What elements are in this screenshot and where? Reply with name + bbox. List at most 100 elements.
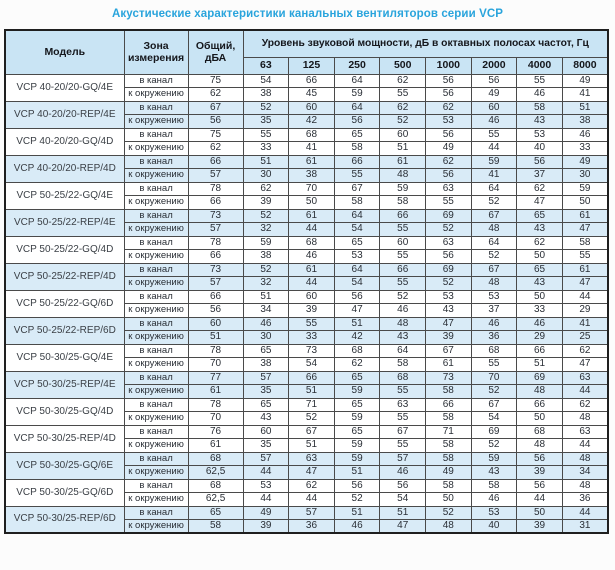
octave-band-cell: 61 — [561, 262, 609, 277]
octave-band-cell: 53 — [333, 249, 381, 264]
octave-band-cell: 34 — [561, 465, 609, 480]
octave-band-cell: 44 — [561, 289, 609, 304]
model-row-ambient: к окружению 66 38 46 53 55 56 52 50 55 — [5, 249, 609, 264]
octave-band-cell: 48 — [379, 168, 427, 183]
octave-band-cell: 51 — [333, 316, 381, 331]
octave-band-cell: 68 — [516, 424, 563, 439]
octave-band-cell: 62 — [561, 397, 609, 412]
zone-ambient-cell: к окружению — [123, 87, 189, 102]
model-name-cell: VCP 50-25/22-REP/4D — [4, 262, 125, 291]
octave-band-cell: 33 — [516, 303, 563, 318]
octave-band-cell: 68 — [379, 370, 427, 385]
model-name-cell: VCP 50-30/25-GQ/6E — [4, 451, 125, 480]
octave-band-cell: 47 — [379, 519, 427, 534]
zone-ambient-cell: к окружению — [123, 411, 189, 426]
octave-band-cell: 58 — [425, 478, 472, 493]
total-dba-cell: 62,5 — [187, 465, 244, 480]
octave-band-cell: 69 — [470, 424, 518, 439]
octave-band-cell: 62 — [425, 154, 472, 169]
octave-band-cell: 33 — [561, 141, 609, 156]
octave-band-cell: 55 — [516, 73, 563, 88]
octave-band-cell: 61 — [288, 262, 335, 277]
header-total-dba: Общий, дБА — [187, 29, 244, 75]
zone-duct-cell: в канал — [123, 505, 189, 520]
octave-band-cell: 48 — [516, 438, 563, 453]
octave-band-cell: 55 — [379, 222, 427, 237]
model-row-ambient: к окружению 70 43 52 59 55 58 54 50 48 — [5, 411, 609, 426]
octave-band-cell: 44 — [561, 505, 609, 520]
octave-band-cell: 48 — [379, 316, 427, 331]
octave-band-cell: 51 — [561, 100, 609, 115]
model-name-cell: VCP 50-30/25-REP/4E — [4, 370, 125, 399]
octave-band-cell: 62 — [516, 181, 563, 196]
octave-band-cell: 56 — [333, 289, 381, 304]
total-dba-cell: 57 — [187, 222, 244, 237]
octave-band-cell: 39 — [288, 303, 335, 318]
total-dba-cell: 77 — [187, 370, 244, 385]
octave-band-cell: 54 — [288, 357, 335, 372]
model-row-ambient: к окружению 61 35 51 59 55 58 52 48 44 — [5, 384, 609, 399]
octave-band-cell: 60 — [379, 235, 427, 250]
octave-band-cell: 39 — [425, 330, 472, 345]
header-freq-1000: 1000 — [425, 56, 472, 75]
octave-band-cell: 58 — [470, 478, 518, 493]
octave-band-cell: 59 — [333, 451, 381, 466]
octave-band-cell: 53 — [470, 505, 518, 520]
header-freq-2000: 2000 — [470, 56, 518, 75]
header-measurement-zone: Зона измерения — [123, 29, 189, 75]
octave-band-cell: 57 — [242, 370, 290, 385]
octave-band-cell: 44 — [470, 141, 518, 156]
octave-band-cell: 46 — [288, 249, 335, 264]
octave-band-cell: 51 — [379, 505, 427, 520]
octave-band-cell: 44 — [516, 492, 563, 507]
octave-band-cell: 49 — [561, 154, 609, 169]
total-dba-cell: 70 — [187, 357, 244, 372]
header-sound-power-level-group: Уровень звуковой мощности, дБ в октавных… — [242, 29, 609, 58]
octave-band-cell: 56 — [516, 154, 563, 169]
zone-duct-cell: в канал — [123, 370, 189, 385]
octave-band-cell: 39 — [516, 519, 563, 534]
octave-band-cell: 55 — [379, 411, 427, 426]
octave-band-cell: 49 — [425, 465, 472, 480]
model-row-duct: VCP 40-20/20-REP/4D в канал 66 51 61 66 61 62 59… — [4, 154, 609, 183]
zone-ambient-cell: к окружению — [123, 141, 189, 156]
total-dba-cell: 66 — [187, 249, 244, 264]
model-row-duct: VCP 50-30/25-GQ/4E в канал 78 65 73 68 64 67 68 6… — [4, 343, 609, 372]
octave-band-cell: 66 — [516, 343, 563, 358]
total-dba-cell: 73 — [187, 208, 244, 223]
octave-band-cell: 62 — [242, 181, 290, 196]
octave-band-cell: 68 — [288, 235, 335, 250]
total-dba-cell: 66 — [187, 154, 244, 169]
total-dba-cell: 56 — [187, 114, 244, 129]
octave-band-cell: 71 — [288, 397, 335, 412]
octave-band-cell: 51 — [288, 384, 335, 399]
table-header: Модель Зона измерения Общий, дБА Уровень… — [4, 29, 609, 75]
octave-band-cell: 38 — [242, 87, 290, 102]
zone-ambient-cell: к окружению — [123, 168, 189, 183]
octave-band-cell: 55 — [333, 168, 381, 183]
octave-band-cell: 33 — [288, 330, 335, 345]
model-row-duct: VCP 40-20/20-GQ/4E в канал 75 54 66 64 62 56 56 5… — [4, 73, 609, 102]
octave-band-cell: 60 — [288, 100, 335, 115]
octave-band-cell: 47 — [561, 357, 609, 372]
octave-band-cell: 55 — [470, 357, 518, 372]
model-row-ambient: к окружению 62 38 45 59 55 56 49 46 41 — [5, 87, 609, 102]
total-dba-cell: 62 — [187, 87, 244, 102]
octave-band-cell: 44 — [288, 222, 335, 237]
octave-band-cell: 38 — [288, 168, 335, 183]
octave-band-cell: 44 — [561, 384, 609, 399]
octave-band-cell: 46 — [333, 519, 381, 534]
total-dba-cell: 61 — [187, 438, 244, 453]
octave-band-cell: 65 — [333, 397, 381, 412]
octave-band-cell: 52 — [242, 100, 290, 115]
octave-band-cell: 67 — [470, 262, 518, 277]
octave-band-cell: 60 — [470, 100, 518, 115]
octave-band-cell: 65 — [242, 343, 290, 358]
octave-band-cell: 46 — [561, 127, 609, 142]
octave-band-cell: 51 — [242, 289, 290, 304]
zone-ambient-cell: к окружению — [123, 303, 189, 318]
octave-band-cell: 55 — [379, 438, 427, 453]
octave-band-cell: 63 — [561, 424, 609, 439]
octave-band-cell: 66 — [333, 154, 381, 169]
octave-band-cell: 34 — [242, 303, 290, 318]
